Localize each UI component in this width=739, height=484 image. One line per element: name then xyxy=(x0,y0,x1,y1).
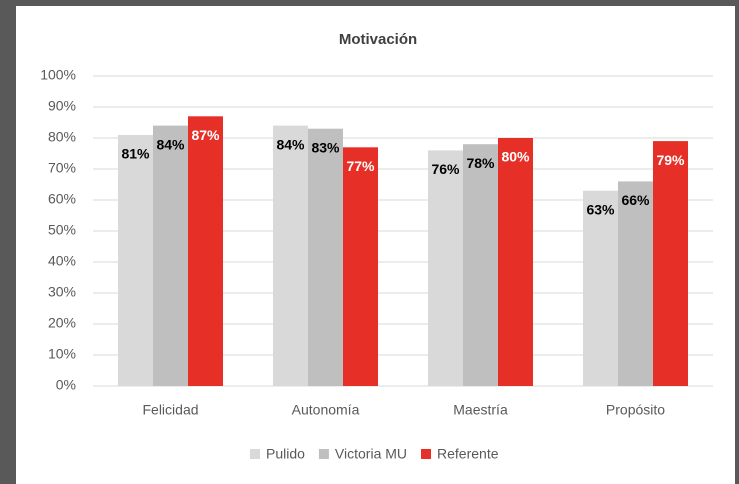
data-label: 66% xyxy=(621,192,650,208)
data-label: 84% xyxy=(156,136,185,152)
y-tick-label: 10% xyxy=(48,346,76,362)
bar xyxy=(153,125,188,386)
y-tick-label: 60% xyxy=(48,191,76,207)
bar xyxy=(118,134,153,386)
x-tick-label: Autonomía xyxy=(292,402,360,418)
bar xyxy=(463,144,498,386)
bar xyxy=(188,116,223,387)
data-label: 63% xyxy=(586,201,615,217)
bar xyxy=(583,190,618,386)
data-label: 76% xyxy=(431,161,460,177)
legend-swatch xyxy=(421,449,432,459)
data-label: 87% xyxy=(191,127,220,143)
data-label: 78% xyxy=(466,155,495,171)
data-label: 81% xyxy=(121,146,150,162)
x-tick-label: Propósito xyxy=(606,402,665,418)
legend-swatch xyxy=(250,449,260,459)
bar xyxy=(343,147,378,386)
legend-label: Victoria MU xyxy=(335,446,407,462)
x-tick-label: Maestría xyxy=(453,402,508,418)
bar xyxy=(308,128,343,386)
y-tick-label: 90% xyxy=(48,98,76,114)
y-tick-label: 70% xyxy=(48,160,76,176)
data-label: 77% xyxy=(346,158,375,174)
data-label: 79% xyxy=(656,152,685,168)
data-label: 80% xyxy=(501,149,530,165)
legend-swatch xyxy=(318,449,329,459)
bar xyxy=(428,150,463,386)
y-tick-label: 40% xyxy=(48,253,76,269)
legend-label: Pulido xyxy=(266,446,305,462)
y-tick-label: 0% xyxy=(56,377,76,393)
y-tick-label: 100% xyxy=(40,67,76,83)
bar xyxy=(498,138,533,386)
data-label: 83% xyxy=(311,139,340,155)
y-tick-label: 20% xyxy=(48,315,76,331)
y-tick-label: 30% xyxy=(48,284,76,300)
y-tick-label: 80% xyxy=(48,129,76,145)
y-tick-label: 50% xyxy=(48,222,76,238)
x-tick-label: Felicidad xyxy=(142,402,198,418)
bar xyxy=(618,181,653,386)
bar xyxy=(653,141,688,386)
data-label: 84% xyxy=(276,136,305,152)
legend-label: Referente xyxy=(437,446,499,462)
chart-title: Motivación xyxy=(339,31,417,48)
bar xyxy=(273,125,308,386)
